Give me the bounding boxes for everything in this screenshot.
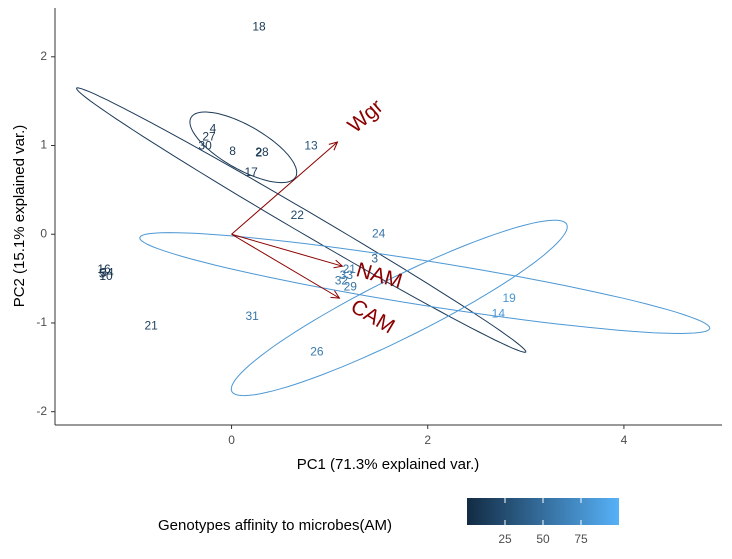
arrow-wgr <box>231 141 338 235</box>
arrowhead-wgr <box>328 141 339 151</box>
y-ticks: -2 -1 0 1 2 <box>36 49 55 418</box>
point-label: 21 <box>144 319 158 333</box>
point-label: 10 <box>99 269 113 283</box>
ellipse-1 <box>76 87 527 353</box>
y-tick-label: 1 <box>40 138 47 152</box>
x-ticks: 0 2 4 <box>228 425 628 447</box>
y-axis-title: PC2 (15.1% explained var.) <box>11 125 28 308</box>
point-label: 8 <box>229 144 236 158</box>
point-label: 2 <box>256 146 263 160</box>
group-ellipses <box>76 87 711 397</box>
point-label: 24 <box>372 226 386 240</box>
point-label: 31 <box>245 309 259 323</box>
point-label: 22 <box>291 208 305 222</box>
point-label: 33 <box>340 268 354 282</box>
point-label: 29 <box>344 280 358 294</box>
point-label: 16 <box>97 262 111 276</box>
x-tick-label: 2 <box>424 433 431 447</box>
point-label: 4 <box>210 122 217 136</box>
x-tick-label: 0 <box>228 433 235 447</box>
point-label: 13 <box>304 139 318 153</box>
arrow-label-nam: NAM <box>354 258 405 293</box>
ellipse-4 <box>230 219 568 397</box>
point-label: 21 <box>343 262 357 276</box>
ellipse-3 <box>139 232 711 335</box>
legend-tick-label: 25 <box>498 532 512 546</box>
point-label: 19 <box>502 291 516 305</box>
arrow-label-cam: CAM <box>347 295 399 339</box>
point-label: 26 <box>310 344 324 358</box>
ellipse-2 <box>189 111 298 184</box>
y-tick-label: -1 <box>36 315 47 329</box>
legend-tick-label: 75 <box>574 532 588 546</box>
arrow-label-wgr: Wgr <box>343 95 387 138</box>
point-label: 30 <box>198 139 212 153</box>
x-tick-label: 4 <box>621 433 628 447</box>
y-tick-label: -2 <box>36 404 47 418</box>
point-label: 32 <box>335 273 349 287</box>
point-label: 17 <box>244 165 258 179</box>
arrow-nam <box>231 233 343 267</box>
point-label: 34 <box>100 265 114 279</box>
arrowhead-nam <box>333 259 344 269</box>
point-label: 27 <box>202 130 216 144</box>
y-tick-label: 0 <box>40 226 47 240</box>
arrowhead-cam <box>330 290 341 299</box>
axes <box>54 8 722 426</box>
y-tick-label: 2 <box>40 49 47 63</box>
legend-ticks: 25 50 75 <box>498 498 588 546</box>
arrow-cam <box>231 233 340 299</box>
point-label: 14 <box>492 306 506 320</box>
legend-title: Genotypes affinity to microbes(AM) <box>158 517 392 534</box>
color-legend: Genotypes affinity to microbes(AM) 25 50 7… <box>158 498 619 546</box>
point-label: 3 <box>371 251 378 265</box>
point-label: 18 <box>252 20 266 34</box>
legend-tick-label: 50 <box>536 532 550 546</box>
x-axis-title: PC1 (71.3% explained var.) <box>297 456 480 473</box>
point-label: 5 <box>99 266 106 280</box>
point-label: 28 <box>255 145 269 159</box>
